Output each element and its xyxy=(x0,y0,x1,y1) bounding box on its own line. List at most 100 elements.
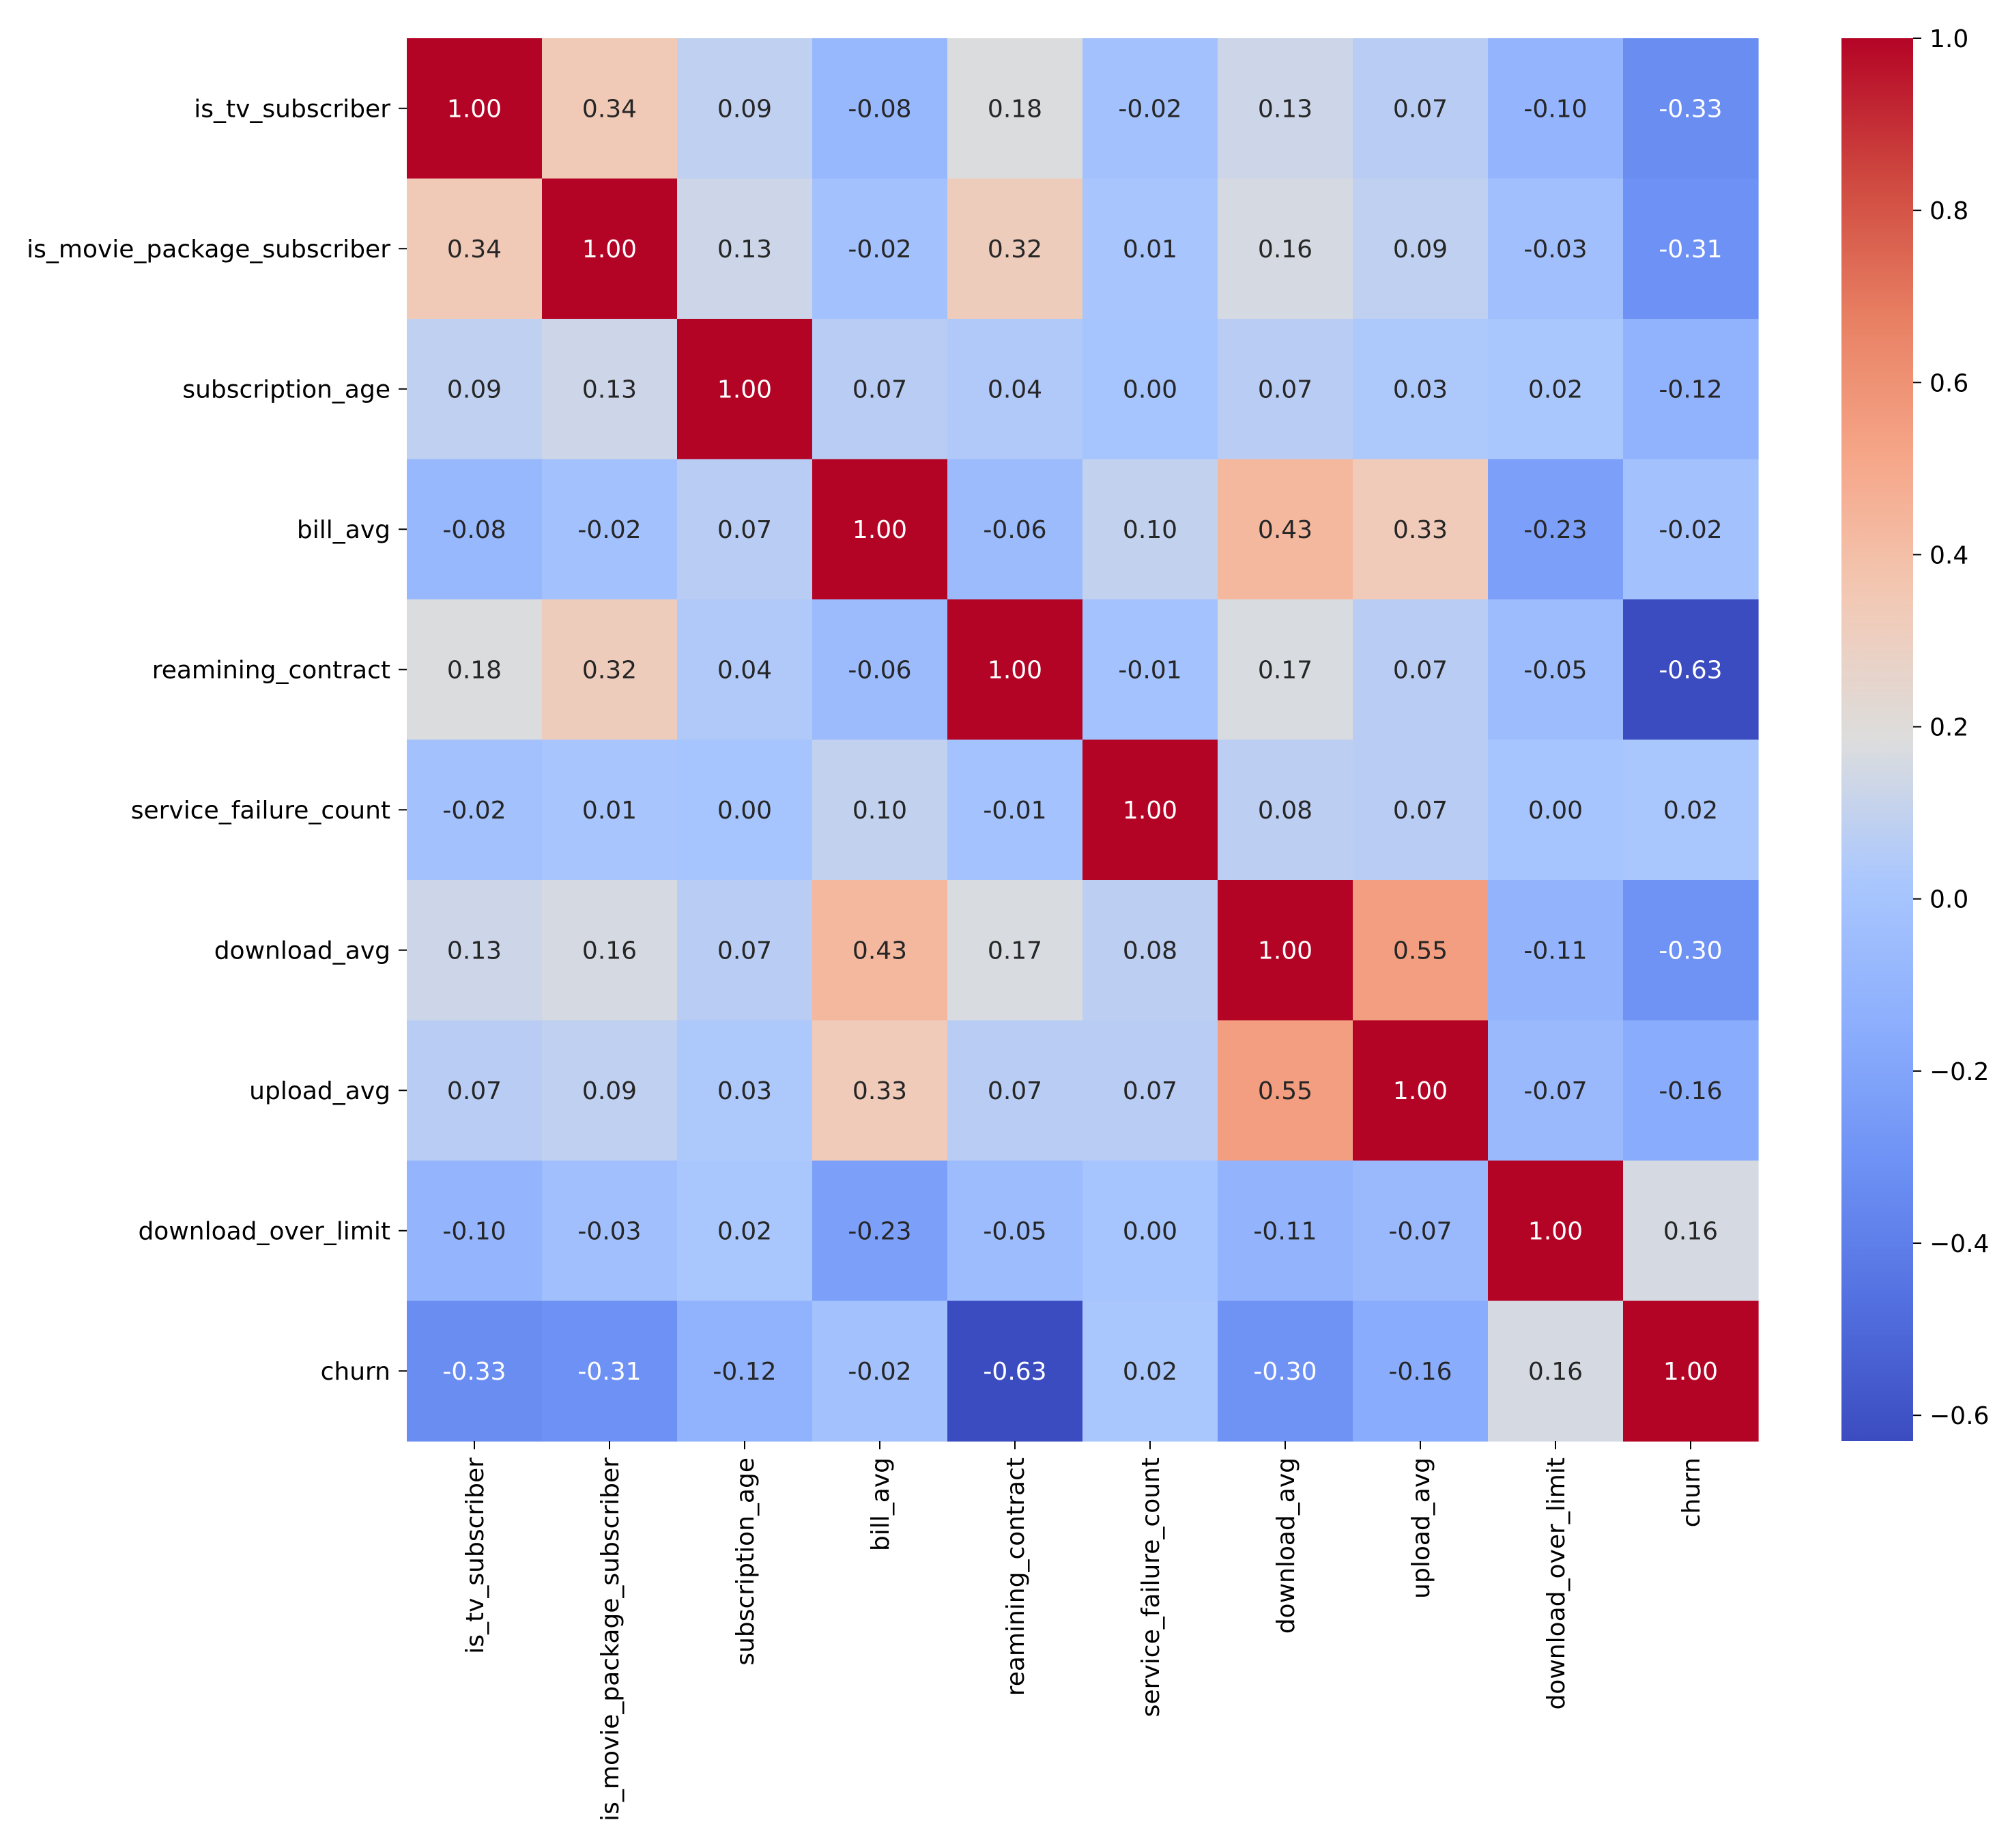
cell-value-label: 0.17 xyxy=(1258,657,1313,685)
colorbar-tick-label: −0.4 xyxy=(1930,1230,1989,1258)
heatmap-cell xyxy=(1218,880,1353,1021)
cell-value-label: -0.02 xyxy=(442,797,506,825)
heatmap-cell xyxy=(947,739,1083,881)
heatmap-cell xyxy=(542,38,678,180)
heatmap-cell xyxy=(1353,1300,1489,1442)
heatmap-cell xyxy=(947,178,1083,319)
cell-value-label: -0.63 xyxy=(1659,657,1722,685)
cell-value-label: -0.08 xyxy=(442,516,506,544)
cell-value-label: 0.07 xyxy=(988,1077,1042,1105)
heatmap-cell xyxy=(542,880,678,1021)
heatmap-cell xyxy=(1082,880,1218,1021)
heatmap-cell xyxy=(1082,459,1218,600)
cell-value-label: 0.16 xyxy=(1528,1358,1583,1386)
cell-value-label: -0.07 xyxy=(1388,1218,1452,1246)
cell-value-label: 1.00 xyxy=(1663,1358,1718,1386)
cell-value-label: 0.55 xyxy=(1258,1077,1313,1105)
y-tick-label: download_over_limit xyxy=(138,1218,390,1246)
cell-value-label: 0.13 xyxy=(1258,96,1313,124)
heatmap-cell xyxy=(1488,38,1624,180)
heatmap-cell xyxy=(1218,1020,1353,1161)
cell-value-label: 0.09 xyxy=(717,96,772,124)
heatmap-cell xyxy=(1623,739,1759,881)
cell-value-label: 0.34 xyxy=(447,236,502,264)
cell-value-label: -0.02 xyxy=(848,1358,911,1386)
x-tick-label: reamining_contract xyxy=(1002,1458,1030,1696)
cell-value-label: 0.04 xyxy=(717,657,772,685)
heatmap-cell xyxy=(542,1020,678,1161)
heatmap-cell xyxy=(1353,880,1489,1021)
cell-value-label: 0.02 xyxy=(1663,797,1718,825)
x-tick-label: subscription_age xyxy=(732,1458,760,1666)
cell-value-label: 0.08 xyxy=(1123,937,1177,965)
colorbar-tick-label: 0.0 xyxy=(1930,886,1968,914)
heatmap-cell xyxy=(542,178,678,319)
x-tick-label: churn xyxy=(1678,1458,1706,1527)
y-tick-label: subscription_age xyxy=(182,376,390,404)
cell-value-label: 1.00 xyxy=(1123,797,1177,825)
heatmap-cell xyxy=(947,1161,1083,1302)
heatmap-cell xyxy=(1082,178,1218,319)
y-tick-label: upload_avg xyxy=(249,1077,390,1105)
cell-value-label: -0.05 xyxy=(983,1218,1046,1246)
cell-value-label: 0.13 xyxy=(582,376,637,404)
cell-value-label: 0.16 xyxy=(1258,236,1313,264)
heatmap-cell xyxy=(1082,1161,1218,1302)
cell-value-label: 0.00 xyxy=(1528,797,1583,825)
cell-value-label: -0.31 xyxy=(1659,236,1722,264)
cell-value-label: 0.04 xyxy=(988,376,1042,404)
cell-value-label: 1.00 xyxy=(1393,1077,1448,1105)
heatmap-cell xyxy=(1488,1161,1624,1302)
cell-value-label: 0.09 xyxy=(1393,236,1448,264)
heatmap-cell xyxy=(677,880,813,1021)
heatmap-cell xyxy=(812,319,948,460)
heatmap-cell xyxy=(1353,459,1489,600)
heatmap-cell xyxy=(1218,459,1353,600)
cell-value-label: 0.32 xyxy=(582,657,637,685)
cell-value-label: 0.10 xyxy=(852,797,907,825)
heatmap-cells xyxy=(407,38,1759,1442)
heatmap-cell xyxy=(1488,178,1624,319)
x-tick-label: upload_avg xyxy=(1407,1458,1435,1599)
heatmap-cell xyxy=(812,1020,948,1161)
cell-value-label: -0.16 xyxy=(1388,1358,1452,1386)
heatmap-cell xyxy=(1353,319,1489,460)
cell-value-label: 0.43 xyxy=(1258,516,1313,544)
colorbar-tick-label: 0.8 xyxy=(1930,197,1968,225)
cell-value-label: 0.02 xyxy=(1123,1358,1177,1386)
heatmap-cell xyxy=(1353,178,1489,319)
x-tick-label: is_movie_package_subscriber xyxy=(597,1458,625,1821)
heatmap-cell xyxy=(1082,38,1218,180)
cell-value-label: -0.01 xyxy=(1118,657,1181,685)
y-tick-label: is_movie_package_subscriber xyxy=(27,236,390,264)
cell-value-label: 0.33 xyxy=(1393,516,1448,544)
cell-value-label: 0.07 xyxy=(1123,1077,1177,1105)
heatmap-cell xyxy=(947,459,1083,600)
heatmap-cell xyxy=(407,739,543,881)
heatmap-cell xyxy=(812,739,948,881)
cell-value-label: 1.00 xyxy=(717,376,772,404)
heatmap-cell xyxy=(677,1300,813,1442)
heatmap-cell xyxy=(542,319,678,460)
heatmap-cell xyxy=(677,38,813,180)
heatmap-cell xyxy=(1082,739,1218,881)
heatmap-cell xyxy=(1623,38,1759,180)
cell-value-label: 0.02 xyxy=(717,1218,772,1246)
y-axis: is_tv_subscriber is_movie_package_subscri… xyxy=(27,96,407,1386)
heatmap-cell xyxy=(677,178,813,319)
heatmap-cell xyxy=(812,1300,948,1442)
heatmap-cell xyxy=(1353,739,1489,881)
heatmap-cell xyxy=(1082,599,1218,741)
heatmap-cell xyxy=(1353,599,1489,741)
cell-value-label: -0.03 xyxy=(1523,236,1587,264)
colorbar-gradient xyxy=(1841,38,1913,1441)
heatmap-cell xyxy=(542,1300,678,1442)
cell-value-label: 1.00 xyxy=(1258,937,1313,965)
heatmap-cell xyxy=(1353,1161,1489,1302)
heatmap-cell xyxy=(1488,1020,1624,1161)
cell-value-label: -0.10 xyxy=(1523,96,1587,124)
heatmap-cell xyxy=(1488,319,1624,460)
heatmap-cell xyxy=(1218,178,1353,319)
heatmap-cell xyxy=(677,459,813,600)
